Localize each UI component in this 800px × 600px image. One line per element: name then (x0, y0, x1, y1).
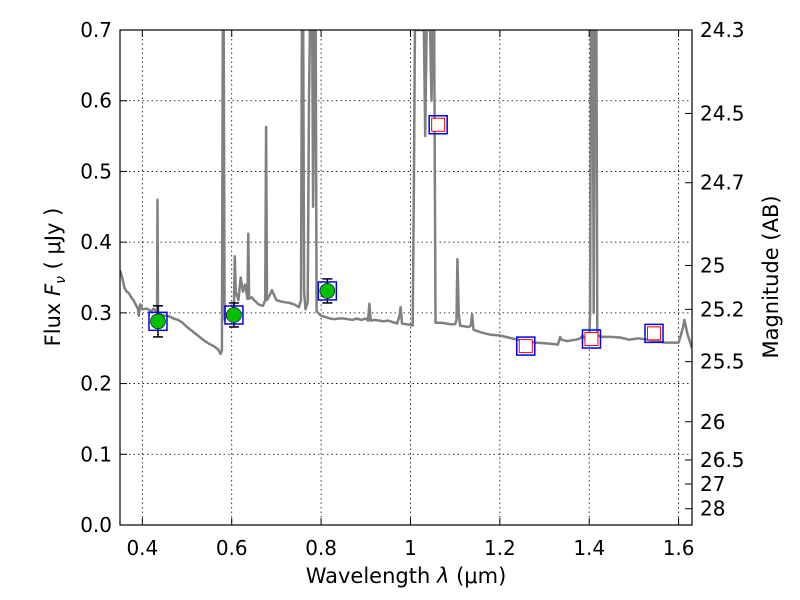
model-square (148, 311, 168, 332)
model-square (581, 329, 602, 349)
observed-point (150, 313, 166, 330)
model-square (317, 281, 338, 301)
model-square (644, 323, 664, 344)
y-tick-label: 0.4 (80, 230, 112, 254)
plot-frame (119, 29, 693, 526)
x-tick-label: 1.6 (663, 536, 695, 560)
nondetection-marker (431, 117, 446, 132)
y2-tick-label: 27 (700, 472, 725, 496)
x-axis-label: Wavelength λ (μm) (306, 564, 507, 588)
y2-tick-label: 26 (700, 410, 725, 434)
observed-point (226, 307, 242, 323)
y2-tick-label: 24.5 (700, 101, 745, 125)
spectrum-layer (120, 30, 692, 356)
y2-tick-label: 28 (700, 497, 725, 521)
grid (120, 29, 692, 526)
x-tick-label: 0.8 (305, 536, 337, 560)
x-tick-label: 1.4 (573, 536, 605, 560)
y2-tick-label: 24.3 (700, 18, 745, 42)
y-axis-label: Flux Fν ( μJy ) (41, 208, 69, 347)
y-tick-label: 0.1 (80, 442, 112, 466)
y-tick-label: 0.2 (80, 372, 112, 396)
model-square (428, 115, 448, 135)
y2-tick-label: 26.5 (700, 448, 745, 472)
model-square (224, 305, 244, 325)
x-tick-label: 0.4 (126, 536, 158, 560)
observed-point (319, 283, 336, 299)
x-tick-label: 1 (404, 536, 417, 560)
nondetection-marker (647, 326, 662, 341)
spectrum-line (120, 30, 692, 356)
y2-axis-label: Magnitude (AB) (759, 195, 783, 358)
x-tick-label: 1.2 (484, 536, 516, 560)
y-tick-label: 0.3 (80, 301, 112, 325)
nondetection-marker (584, 332, 599, 347)
y-tick-label: 0.0 (80, 513, 112, 537)
points-layer (148, 115, 664, 356)
y2-tick-label: 25 (700, 253, 725, 277)
y-tick-label: 0.6 (80, 89, 112, 113)
model-square (516, 336, 536, 356)
y2-tick-label: 25.2 (700, 297, 745, 321)
nondetection-marker (518, 339, 533, 354)
y-tick-label: 0.5 (80, 159, 112, 183)
y-tick-label: 0.7 (80, 18, 112, 42)
ticks: 0.4 0.6 0.8 1 1.2 1.4 1.6 0.0 0.1 0.2 0.3 0.4 0.5 0.6… (80, 18, 744, 560)
y2-tick-label: 25.5 (700, 350, 745, 374)
y2-tick-label: 24.7 (700, 171, 745, 195)
x-tick-label: 0.6 (216, 536, 248, 560)
